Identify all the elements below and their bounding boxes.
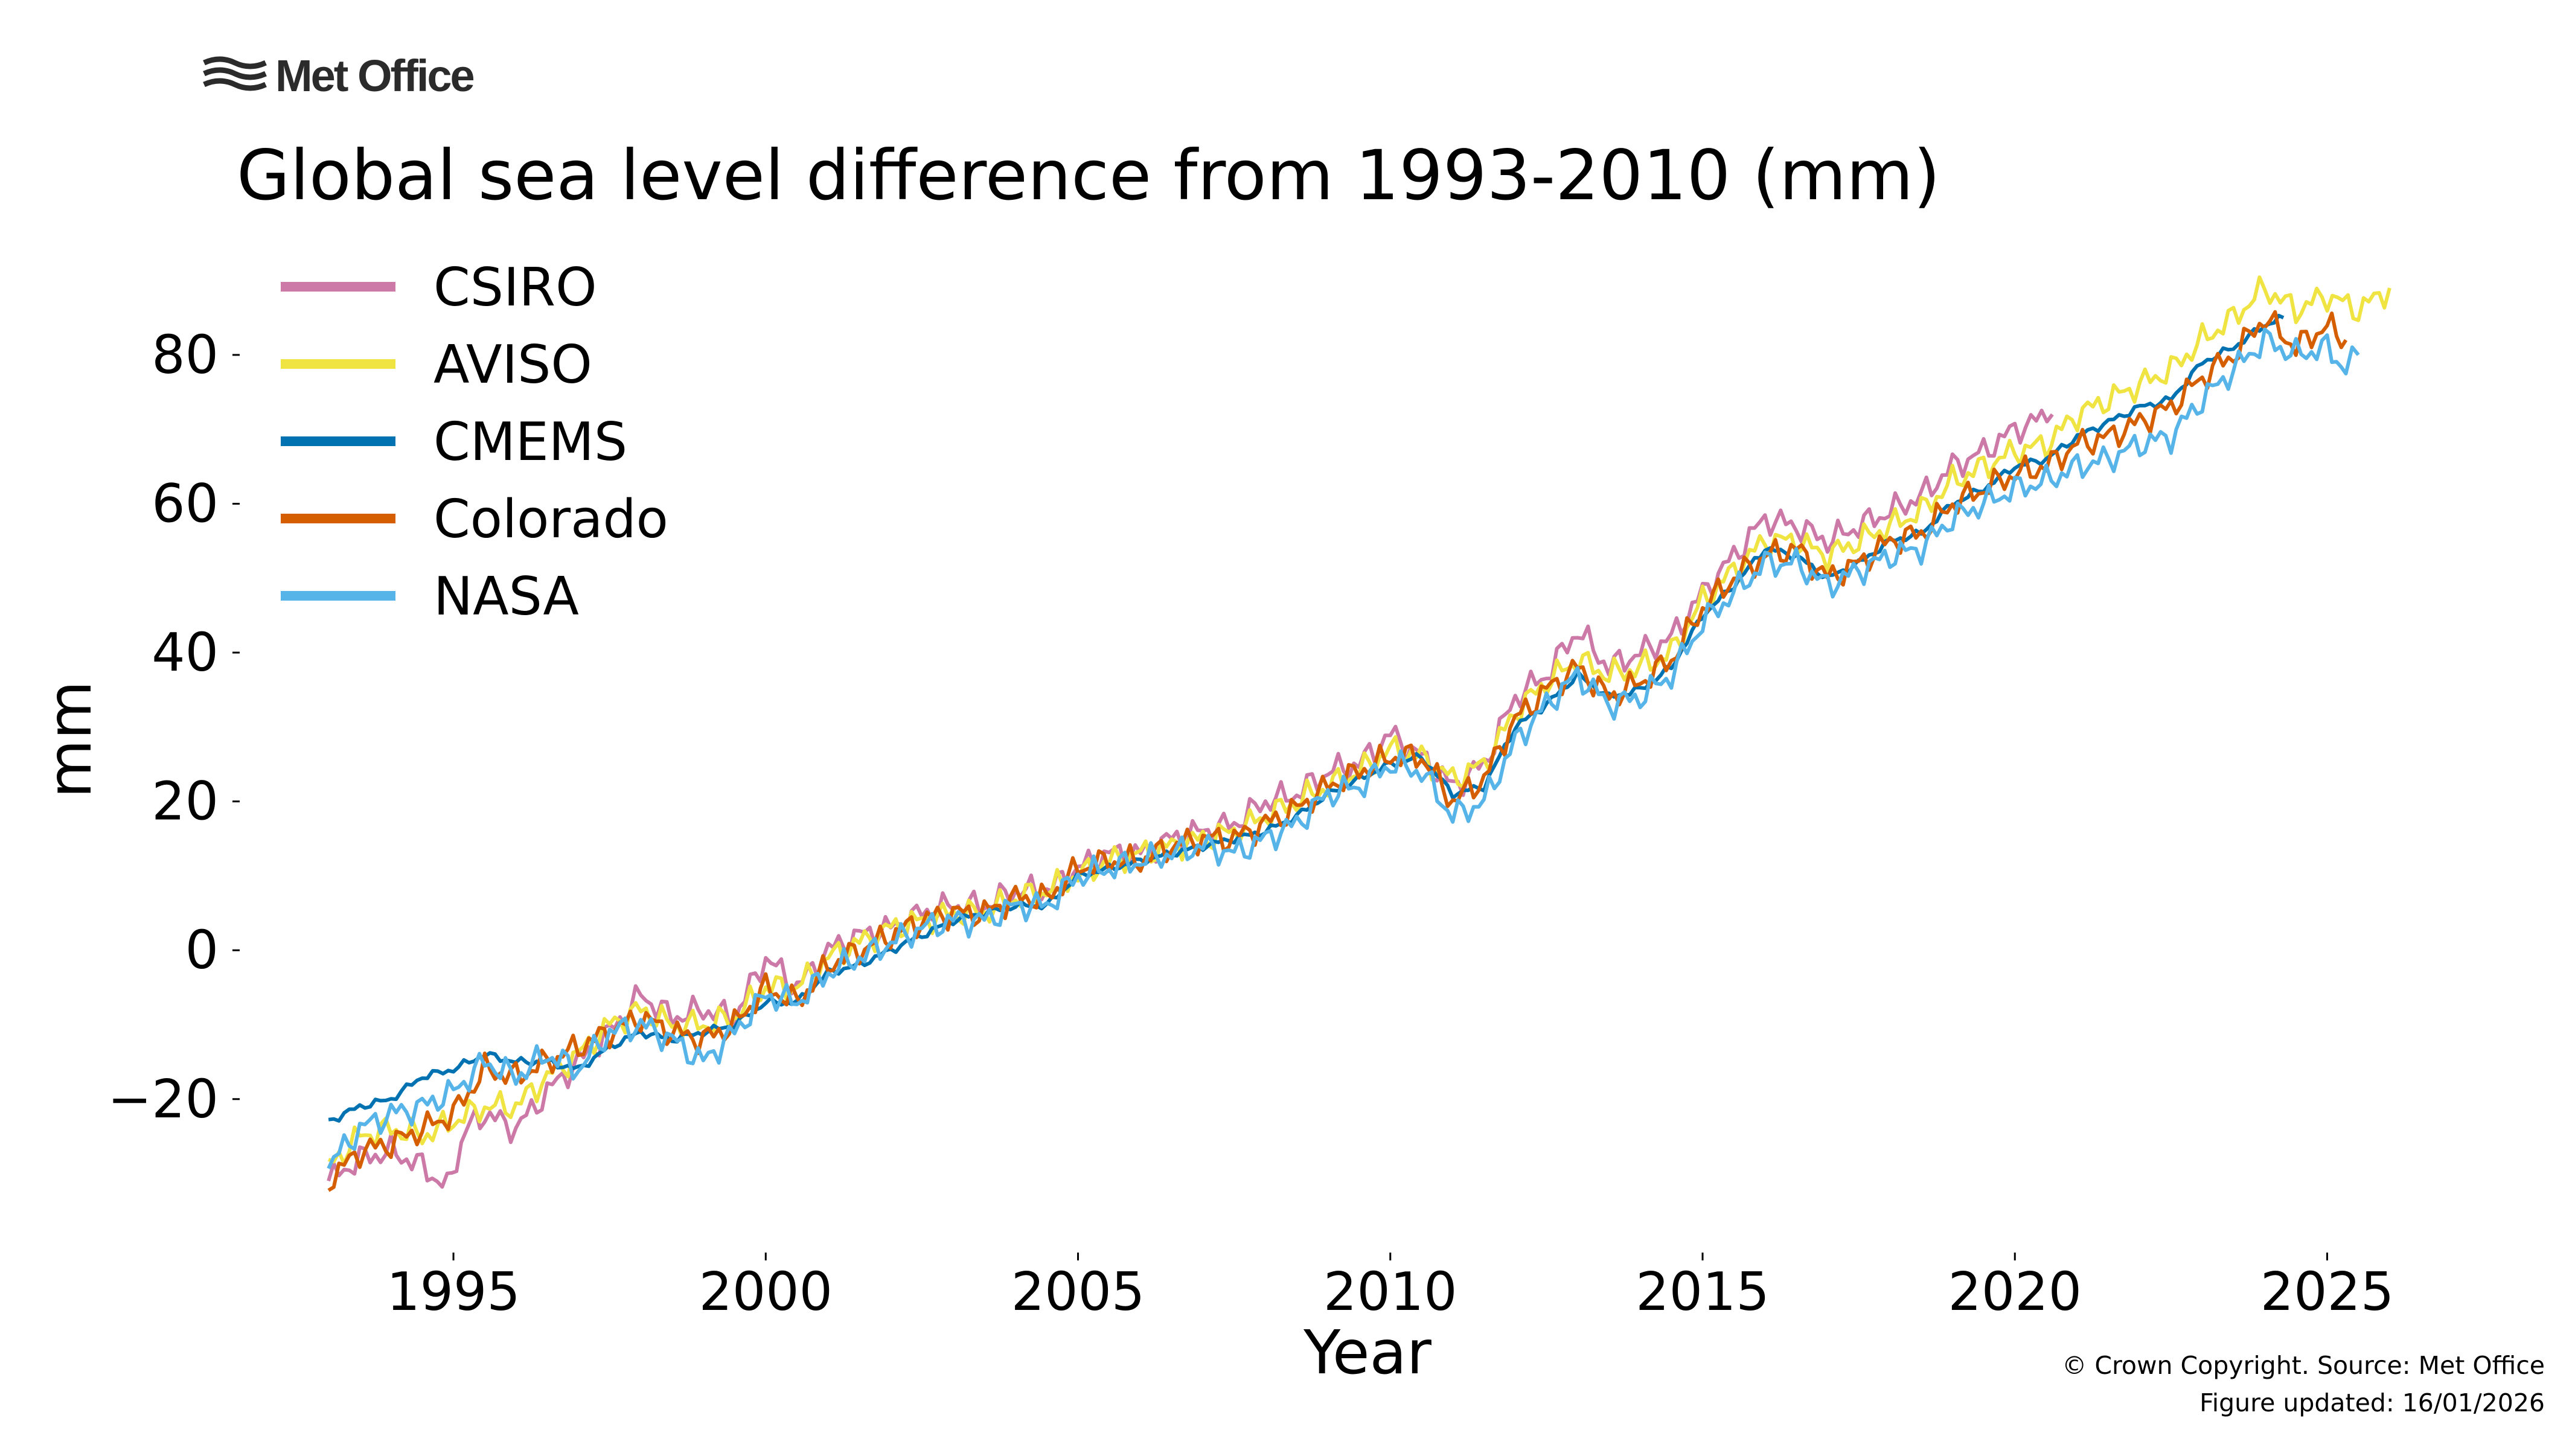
figure-updated-text: Figure updated: 16/01/2026 [2199,1388,2545,1417]
x-tick-label: 1995 [386,1261,520,1323]
legend-label-colorado: Colorado [433,488,668,550]
x-tick-label: 2015 [1636,1261,1769,1323]
waves-icon [203,56,267,91]
series-line-nasa [327,327,2360,1169]
y-tick-label: 60 [152,473,219,535]
x-axis: 1995 2000 2005 2010 2015 2020 2025 [386,1253,2394,1323]
legend: CSIRO AVISO CMEMS Colorado NASA [281,257,668,627]
x-axis-label: Year [1303,1317,1432,1388]
x-tick-label: 2000 [699,1261,833,1323]
logo-text: Met Office [275,50,475,101]
legend-label-csiro: CSIRO [433,257,597,318]
x-tick-label: 2010 [1323,1261,1457,1323]
y-tick-label: −20 [107,1068,219,1130]
copyright-text: © Crown Copyright. Source: Met Office [2062,1351,2545,1380]
y-axis-label: mm [34,681,105,799]
y-tick-label: 20 [152,771,219,832]
y-axis: −20 0 20 40 60 80 [107,324,240,1130]
legend-label-nasa: NASA [433,566,579,627]
x-tick-label: 2025 [2260,1261,2394,1323]
met-office-logo: Met Office [202,48,475,103]
x-tick-label: 2020 [1948,1261,2082,1323]
y-tick-label: 40 [152,622,219,683]
y-tick-label: 0 [185,919,219,981]
x-tick-label: 2005 [1011,1261,1145,1323]
chart-title: Global sea level difference from 1993-20… [237,135,1940,216]
legend-label-cmems: CMEMS [433,411,627,473]
y-tick-label: 80 [152,324,219,386]
legend-label-aviso: AVISO [433,334,592,395]
series-lines [327,275,2391,1192]
